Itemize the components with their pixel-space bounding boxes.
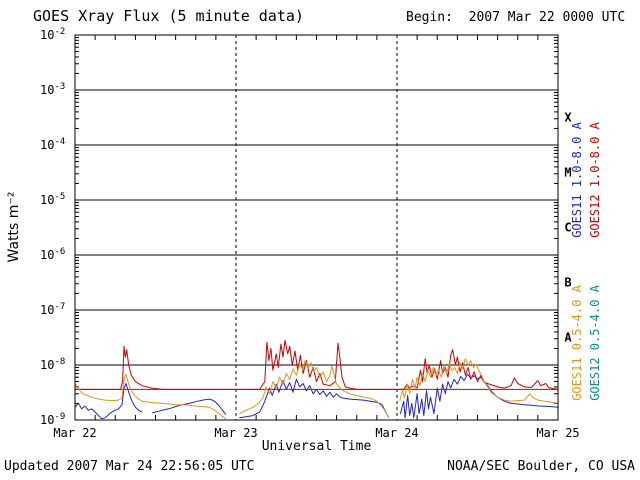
x-tick-label: Mar 22 [53, 426, 96, 440]
series-axis-label: GOES12 1.0-8.0 A [588, 121, 602, 237]
series-line [399, 358, 559, 404]
series-line [74, 383, 143, 420]
x-tick-label: Mar 25 [536, 426, 579, 440]
series-line [239, 378, 390, 419]
series-axis-label: GOES11 0.5-4.0 A [570, 284, 584, 400]
begin-timestamp: Begin: 2007 Mar 22 0000 UTC [406, 10, 626, 25]
series-line [151, 398, 227, 416]
flare-class-letter: A [564, 331, 572, 345]
source-attribution: NOAA/SEC Boulder, CO USA [447, 459, 635, 474]
y-tick-label: 10-2 [40, 27, 65, 42]
y-tick-label: 10-4 [40, 137, 65, 152]
plot-border [74, 34, 559, 421]
series-line [399, 373, 559, 419]
y-tick-label: 10-8 [40, 357, 65, 372]
series-axis-label: GOES12 0.5-4.0 A [588, 284, 602, 400]
y-tick-label: 10-5 [40, 192, 65, 207]
x-tick-label: Mar 23 [214, 426, 257, 440]
x-axis-title: Universal Time [261, 439, 372, 454]
y-tick-label: 10-6 [40, 247, 65, 262]
updated-timestamp: Updated 2007 Mar 24 22:56:05 UTC [4, 459, 255, 474]
flare-class-letter: X [564, 111, 572, 125]
chart-title: GOES Xray Flux (5 minute data) [33, 7, 304, 25]
x-tick-label: Mar 24 [375, 426, 418, 440]
series-line [74, 373, 227, 420]
y-tick-label: 10-3 [40, 82, 65, 97]
y-tick-label: 10-9 [40, 412, 65, 427]
flare-class-letter: M [564, 166, 571, 180]
flare-class-letter: C [564, 221, 571, 235]
y-tick-label: 10-7 [40, 302, 65, 317]
y-axis-title: Watts m⁻² [6, 191, 22, 263]
series-line [239, 360, 390, 418]
flare-class-letter: B [564, 276, 571, 290]
series-axis-label: GOES11 1.0-8.0 A [570, 121, 584, 237]
